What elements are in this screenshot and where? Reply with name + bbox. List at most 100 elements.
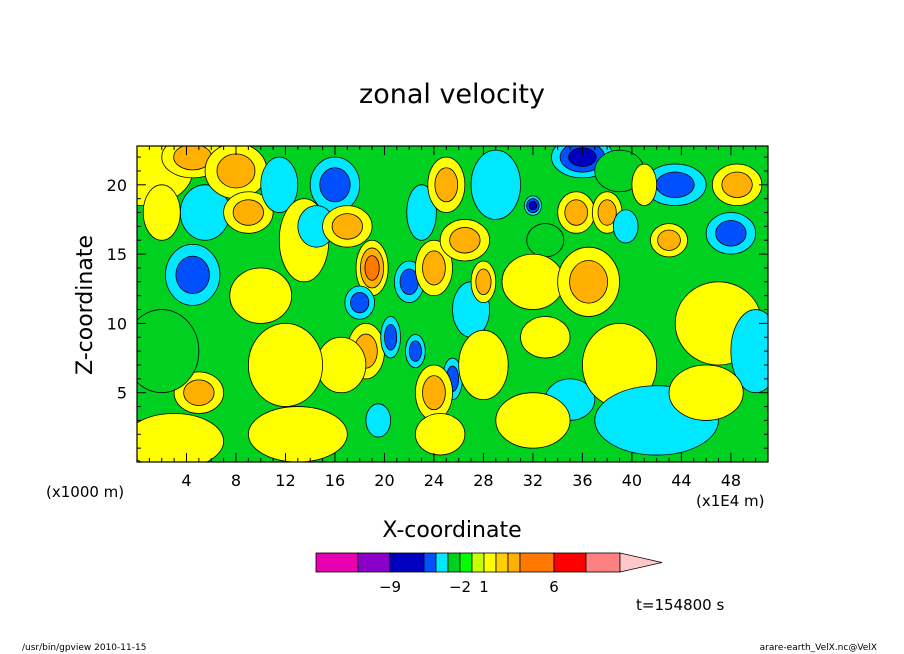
velocity-cell [557, 246, 620, 317]
velocity-cell [711, 163, 763, 206]
x-tick-label: 12 [275, 471, 295, 490]
contour-level [501, 253, 565, 310]
velocity-cell [591, 191, 623, 234]
contour-level [137, 309, 200, 394]
colorbar-tick-label: −9 [379, 578, 401, 596]
contour-level [216, 153, 256, 189]
velocity-cell [705, 212, 757, 255]
velocity-cell [557, 191, 596, 234]
colorbar-segment [495, 552, 509, 573]
time-label: t=154800 s [636, 596, 724, 614]
contour-level [384, 324, 398, 351]
contour-level [721, 171, 753, 199]
x-tick-label: 48 [721, 471, 741, 490]
contour-level [414, 413, 466, 456]
colorbar-segment [471, 552, 485, 573]
velocity-cell [142, 184, 181, 241]
y-tick-label: 20 [107, 176, 127, 195]
velocity-cell [520, 316, 571, 359]
velocity-cell [439, 219, 491, 262]
contour-level [475, 268, 492, 296]
colorbar-segment [483, 552, 497, 573]
contour-level [730, 309, 768, 394]
velocity-cell [355, 239, 389, 297]
contour-level [331, 213, 363, 240]
velocity-cell [414, 239, 453, 297]
x-tick-label: 8 [231, 471, 241, 490]
contour-level [495, 392, 571, 449]
contour-level [422, 250, 446, 286]
contour-level [612, 209, 639, 244]
contour-level [260, 156, 299, 213]
contour-level [232, 199, 264, 226]
velocity-cell [501, 253, 565, 310]
colorbar-segment [357, 552, 391, 573]
x-unit-right: (x1E4 m) [696, 492, 765, 510]
colorbar-segment [459, 552, 473, 573]
colorbar-ticks: −9 −2 1 6 [379, 578, 559, 596]
x-axis: 4 8 12 16 20 24 28 32 36 40 44 48 [148, 146, 757, 490]
colorbar-tick-label: 6 [549, 578, 559, 596]
x-tick-label: 44 [671, 471, 691, 490]
x-tick-label: 20 [374, 471, 394, 490]
contour-level [655, 171, 695, 199]
footer-left: /usr/bin/gpview 2010-11-15 [22, 643, 146, 653]
contour-level [175, 255, 210, 295]
contour-level [569, 260, 609, 304]
colorbar-segment [519, 552, 555, 573]
velocity-cell [406, 184, 437, 241]
colorbar-tick-label: 1 [479, 578, 489, 596]
x-tick-label: 36 [572, 471, 592, 490]
velocity-cell [470, 260, 497, 304]
footer-right: arare-earth_VelX.nc@VelX [760, 643, 877, 653]
velocity-cell [458, 329, 509, 401]
contour-level [142, 184, 181, 241]
velocity-cell [204, 146, 268, 200]
velocity-cell [223, 191, 274, 234]
x-unit-left: (x1000 m) [46, 483, 124, 501]
contour-level [229, 267, 293, 324]
x-tick-label: 32 [523, 471, 543, 490]
velocity-cell [668, 364, 744, 421]
contour-level [597, 199, 617, 226]
velocity-cell [309, 156, 361, 213]
colorbar-extend-arrow [619, 552, 663, 573]
velocity-cell [137, 309, 200, 394]
contour-level [316, 336, 367, 394]
velocity-cell [247, 406, 348, 462]
velocity-cell [344, 285, 375, 320]
velocity-cell [414, 413, 466, 456]
velocity-cell [405, 334, 426, 369]
velocity-cell [631, 163, 658, 206]
velocity-cell [414, 364, 453, 421]
velocity-cell [523, 195, 542, 216]
plot-frame [136, 145, 769, 463]
velocity-cell [165, 244, 221, 306]
contour-level [365, 403, 392, 438]
x-axis-label: X-coordinate [382, 518, 521, 543]
velocity-cell [260, 156, 299, 213]
chart-title: zonal velocity [359, 79, 545, 110]
contour-level [350, 291, 370, 314]
colorbar-segment [423, 552, 437, 573]
colorbar-tick-label: −2 [449, 578, 471, 596]
velocity-field [137, 146, 768, 462]
velocity-cell [229, 267, 293, 324]
contour-level [564, 199, 589, 226]
contour-level [631, 163, 658, 206]
contour-level [183, 379, 215, 406]
contour-level [408, 340, 422, 362]
velocity-cell [380, 316, 401, 359]
colorbar-segment [553, 552, 587, 573]
velocity-cell [365, 403, 392, 438]
colorbar-segment [389, 552, 425, 573]
contour-level [434, 167, 459, 203]
y-axis-label: Z-coordinate [73, 235, 98, 375]
contour-level [528, 200, 538, 211]
colorbar-segment [507, 552, 521, 573]
x-tick-label: 28 [473, 471, 493, 490]
velocity-cell [730, 309, 768, 394]
velocity-cell [470, 149, 521, 220]
x-tick-label: 40 [622, 471, 642, 490]
